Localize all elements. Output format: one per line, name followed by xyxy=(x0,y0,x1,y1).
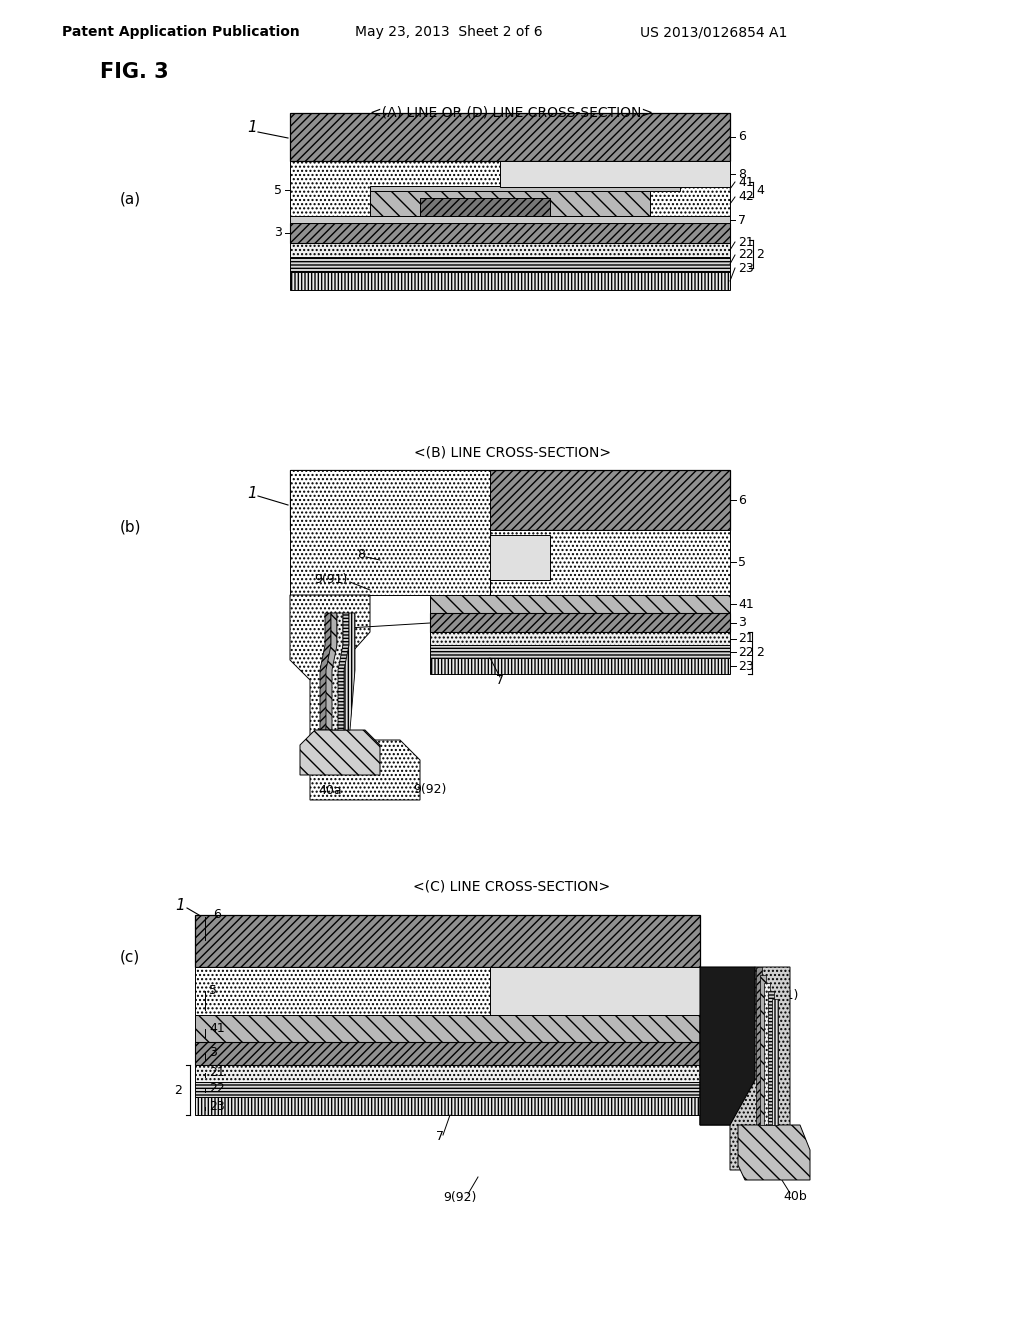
Text: 40b: 40b xyxy=(783,1191,807,1204)
Text: 42: 42 xyxy=(738,190,754,203)
Text: 42: 42 xyxy=(765,1039,780,1052)
Text: US 2013/0126854 A1: US 2013/0126854 A1 xyxy=(640,25,787,40)
Text: 9(91): 9(91) xyxy=(765,989,799,1002)
Bar xyxy=(380,535,550,579)
Bar xyxy=(290,114,730,161)
Text: 8: 8 xyxy=(708,986,716,998)
Text: (c): (c) xyxy=(120,950,140,965)
Bar xyxy=(195,1015,700,1041)
Text: 7: 7 xyxy=(496,673,504,686)
Text: 5: 5 xyxy=(209,983,217,997)
Polygon shape xyxy=(326,612,337,730)
Polygon shape xyxy=(700,968,790,1170)
Bar xyxy=(195,1082,700,1097)
Text: (a): (a) xyxy=(120,191,141,207)
Text: 7: 7 xyxy=(436,1130,444,1143)
Text: 9(92): 9(92) xyxy=(414,784,446,796)
Bar xyxy=(290,257,730,272)
Text: 9(92): 9(92) xyxy=(443,1191,477,1204)
Text: 8: 8 xyxy=(738,168,746,181)
Polygon shape xyxy=(338,612,349,730)
Bar xyxy=(195,1097,700,1115)
Text: 21: 21 xyxy=(209,1067,225,1080)
Bar xyxy=(290,223,730,243)
Text: 4: 4 xyxy=(756,183,764,197)
Bar xyxy=(290,216,730,223)
Text: 6: 6 xyxy=(738,494,745,507)
Polygon shape xyxy=(700,968,755,1125)
Polygon shape xyxy=(290,595,420,800)
Text: 23: 23 xyxy=(738,261,754,275)
Bar xyxy=(290,470,490,595)
Text: FIG. 3: FIG. 3 xyxy=(100,62,169,82)
Text: 2: 2 xyxy=(756,248,764,260)
Text: 1: 1 xyxy=(247,120,257,136)
Text: 42: 42 xyxy=(330,623,345,636)
Bar xyxy=(430,612,730,632)
Polygon shape xyxy=(332,612,343,730)
Bar xyxy=(490,531,730,595)
Bar xyxy=(370,186,680,191)
Bar xyxy=(500,161,730,187)
Polygon shape xyxy=(300,730,380,775)
Text: 2: 2 xyxy=(756,647,764,660)
Text: 22: 22 xyxy=(209,1082,225,1096)
Bar xyxy=(195,1065,700,1082)
Bar xyxy=(430,595,730,612)
Bar xyxy=(430,645,730,657)
Text: 22: 22 xyxy=(738,645,754,659)
Polygon shape xyxy=(738,1125,810,1180)
Text: 9(91): 9(91) xyxy=(314,573,348,586)
Text: 3: 3 xyxy=(209,1047,217,1060)
Text: 23: 23 xyxy=(209,1101,225,1114)
Text: 41: 41 xyxy=(738,598,754,610)
Text: 5: 5 xyxy=(274,183,282,197)
Bar xyxy=(764,983,770,1125)
Text: 6: 6 xyxy=(738,131,745,144)
Text: 22: 22 xyxy=(738,248,754,261)
Text: 21: 21 xyxy=(738,632,754,645)
Text: 2: 2 xyxy=(174,1084,182,1097)
Polygon shape xyxy=(319,612,331,730)
Bar xyxy=(768,991,774,1125)
Bar xyxy=(756,968,762,1125)
Text: 5: 5 xyxy=(738,556,746,569)
Polygon shape xyxy=(344,612,355,730)
Text: <(A) LINE OR (D) LINE CROSS-SECTION>: <(A) LINE OR (D) LINE CROSS-SECTION> xyxy=(371,106,653,119)
Bar xyxy=(290,470,730,531)
Bar xyxy=(772,999,778,1125)
Text: Patent Application Publication: Patent Application Publication xyxy=(62,25,300,40)
Text: 1: 1 xyxy=(175,898,185,912)
Text: 3: 3 xyxy=(274,227,282,239)
Bar xyxy=(760,975,766,1125)
Text: 40a: 40a xyxy=(318,784,342,796)
Bar xyxy=(420,198,550,216)
Bar xyxy=(290,272,730,290)
Text: <(B) LINE CROSS-SECTION>: <(B) LINE CROSS-SECTION> xyxy=(414,445,610,459)
Text: 8: 8 xyxy=(357,549,365,561)
Bar xyxy=(370,191,650,216)
Bar xyxy=(490,968,700,1015)
Text: <(C) LINE CROSS-SECTION>: <(C) LINE CROSS-SECTION> xyxy=(414,880,610,894)
Bar xyxy=(290,243,730,257)
Bar xyxy=(430,657,730,675)
Text: 6: 6 xyxy=(213,908,221,921)
Text: 41: 41 xyxy=(738,176,754,189)
Text: 1: 1 xyxy=(247,486,257,500)
Bar xyxy=(430,632,730,645)
Text: (b): (b) xyxy=(120,520,141,535)
Bar xyxy=(290,161,730,216)
Text: 21: 21 xyxy=(738,235,754,248)
Text: 23: 23 xyxy=(738,660,754,672)
Text: May 23, 2013  Sheet 2 of 6: May 23, 2013 Sheet 2 of 6 xyxy=(355,25,543,40)
Text: 3: 3 xyxy=(738,616,745,630)
Bar xyxy=(195,1041,700,1065)
Bar xyxy=(195,915,700,968)
Text: 41: 41 xyxy=(209,1023,225,1035)
Bar xyxy=(195,968,700,1015)
Text: 7: 7 xyxy=(738,214,746,227)
